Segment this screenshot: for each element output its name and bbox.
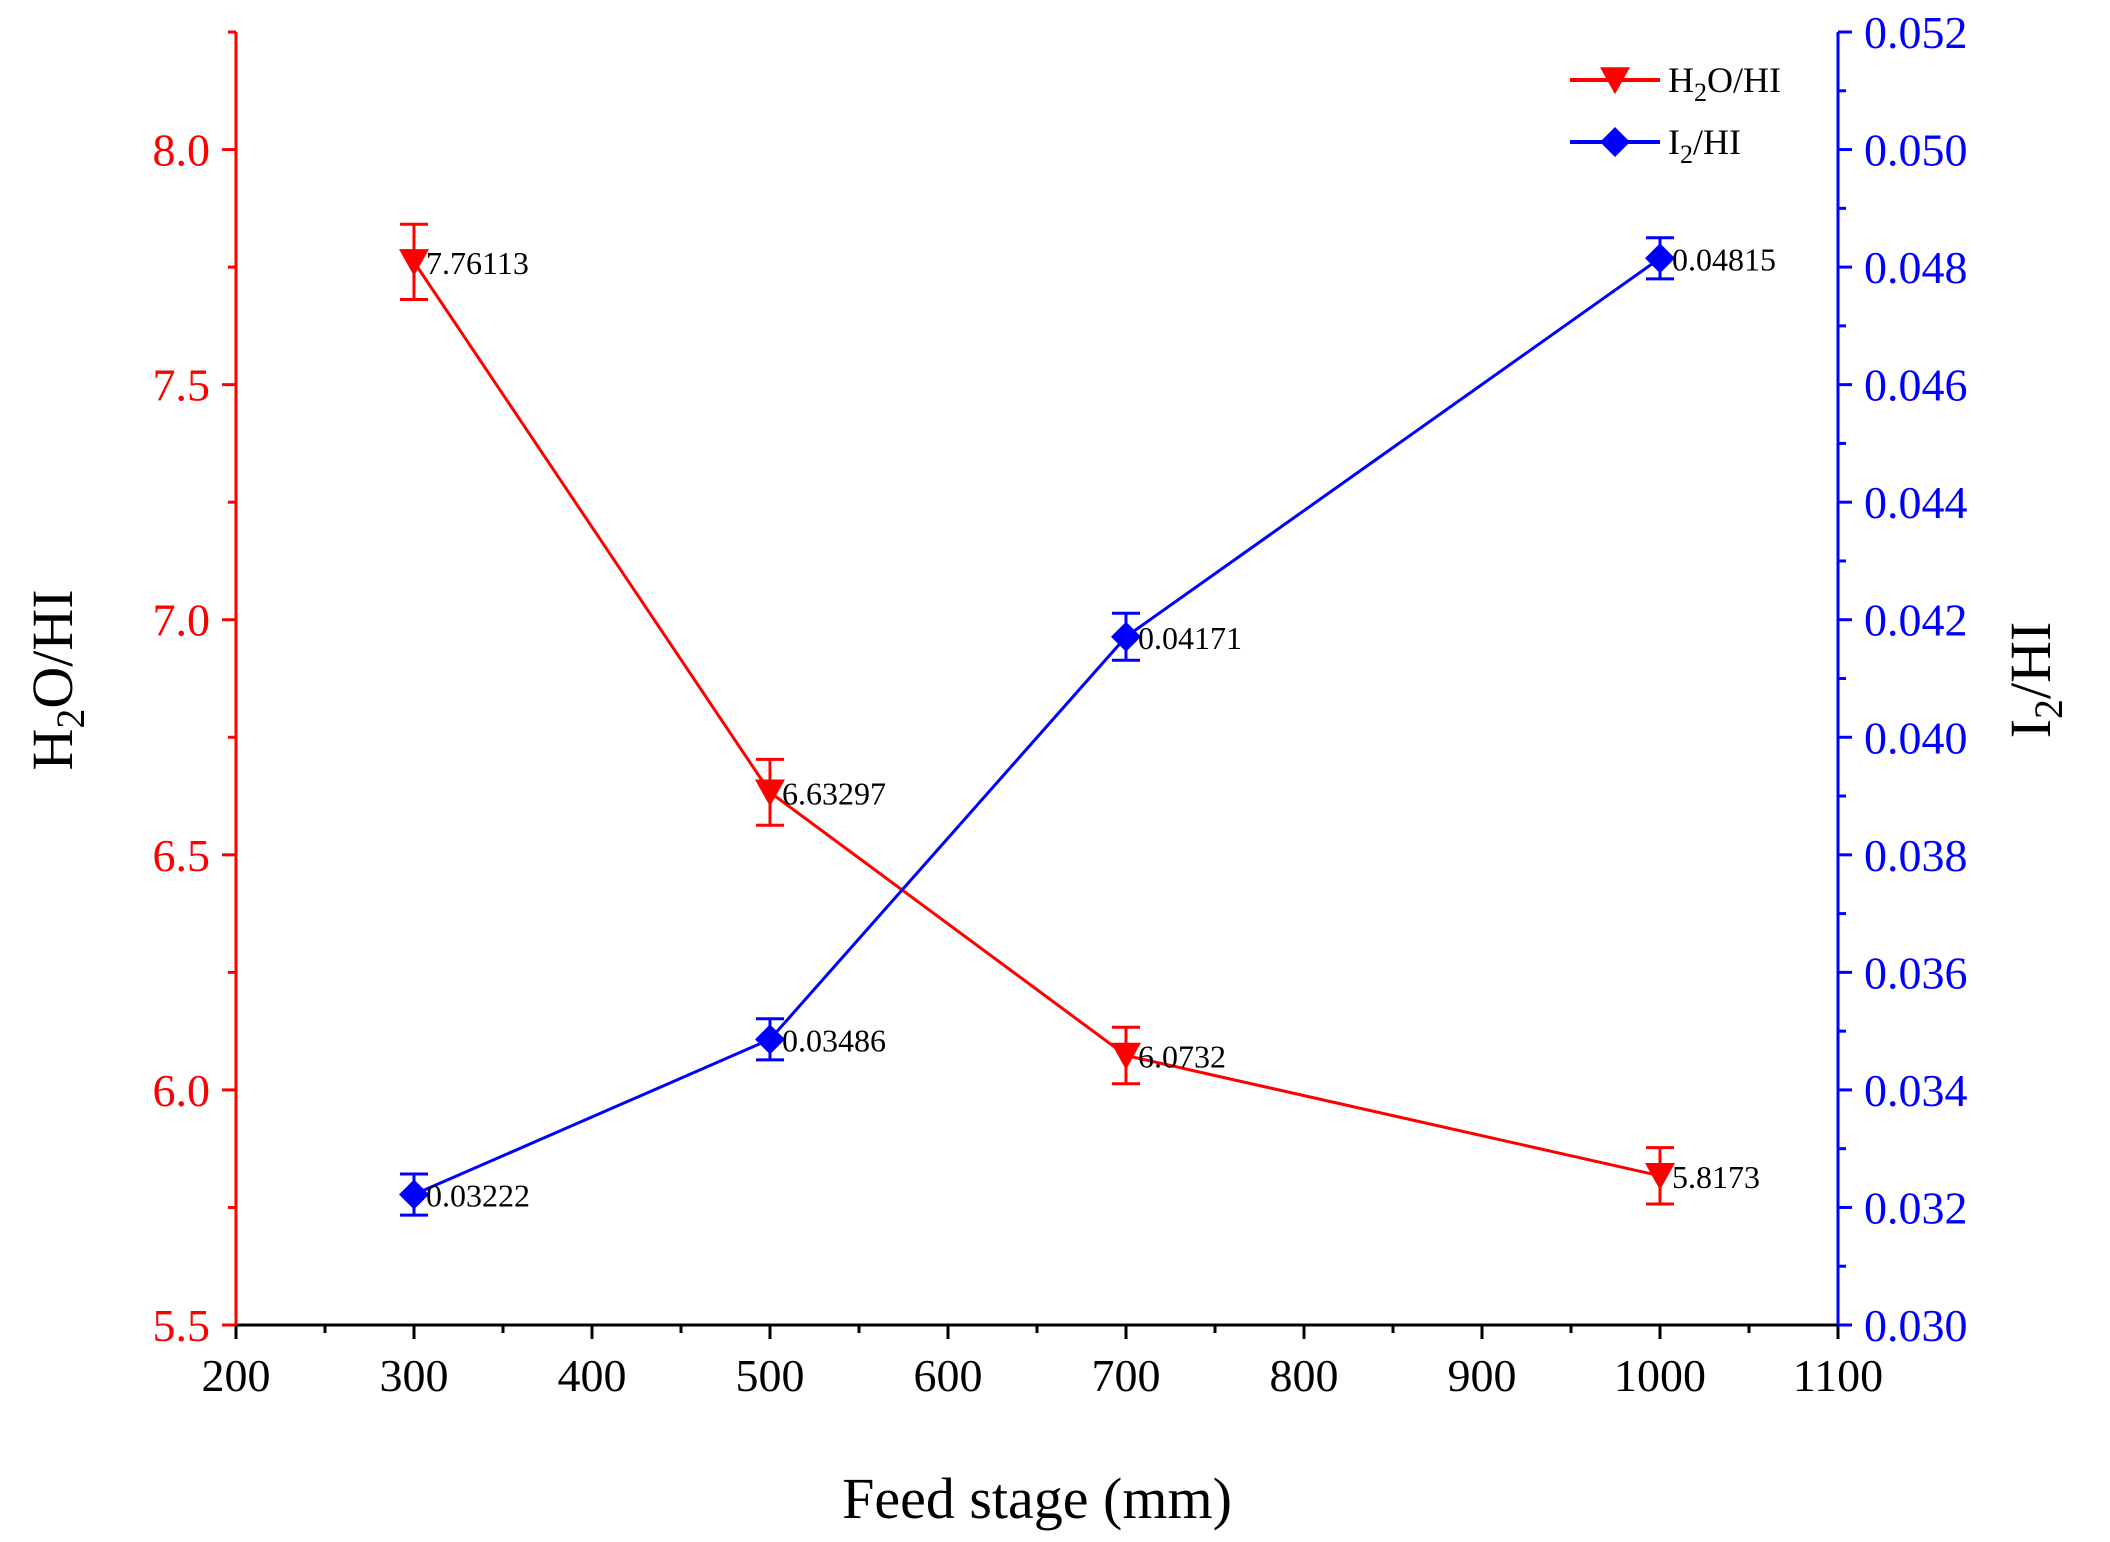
x-tick-label: 700 (1092, 1350, 1161, 1401)
data-label: 0.03222 (426, 1178, 530, 1214)
data-label: 5.8173 (1672, 1159, 1760, 1195)
legend-label: H2O/HI (1668, 60, 1781, 107)
series-line (412, 261, 1661, 1178)
data-point (755, 1024, 785, 1055)
x-tick-label: 500 (736, 1350, 805, 1401)
left-tick-label: 5.5 (153, 1300, 211, 1351)
data-point (1645, 1163, 1675, 1191)
left-tick-label: 7.5 (153, 360, 211, 411)
series-1: 0.03222 0.03486 0.04171 0.04815 (399, 236, 1776, 1217)
left-axis-title: H2O/HI (20, 589, 93, 770)
right-tick-label: 0.030 (1864, 1300, 1968, 1351)
right-tick-label: 0.046 (1864, 360, 1968, 411)
right-axis-title: I2/HI (1998, 622, 2071, 739)
data-label: 6.0732 (1138, 1038, 1226, 1074)
right-tick-label: 0.032 (1864, 1182, 1968, 1233)
data-label: 0.03486 (782, 1022, 886, 1058)
data-point (1111, 1042, 1141, 1070)
data-label: 7.76113 (426, 245, 529, 281)
right-tick-label: 0.052 (1864, 7, 1968, 58)
data-point (399, 1179, 429, 1210)
data-point (755, 779, 785, 807)
x-tick-label: 900 (1448, 1350, 1517, 1401)
data-point (1645, 243, 1675, 274)
right-tick-label: 0.042 (1864, 595, 1968, 646)
legend-marker (1600, 127, 1630, 157)
x-tick-label: 800 (1270, 1350, 1339, 1401)
data-point (399, 249, 429, 277)
x-axis-title: Feed stage (mm) (842, 1466, 1232, 1531)
x-tick-label: 400 (558, 1350, 627, 1401)
right-tick-label: 0.040 (1864, 712, 1968, 763)
right-tick-label: 0.036 (1864, 947, 1968, 998)
x-tick-label: 1000 (1614, 1350, 1706, 1401)
axes: 200 300 400 500 600 700 800 900 1000 1100 5.5 6.0 6.… (20, 7, 2071, 1531)
left-tick-label: 6.0 (153, 1065, 211, 1116)
data-label: 0.04171 (1138, 620, 1242, 656)
x-tick-label: 1100 (1793, 1350, 1883, 1401)
left-tick-label: 7.0 (153, 595, 211, 646)
series-layer: 7.76113 6.63297 6.0732 5.8173 0.03222 0.03486… (399, 222, 1776, 1217)
right-tick-label: 0.048 (1864, 242, 1968, 293)
series-0: 7.76113 6.63297 6.0732 5.8173 (399, 222, 1760, 1206)
right-tick-label: 0.038 (1864, 830, 1968, 881)
left-tick-label: 6.5 (153, 830, 211, 881)
data-point (1111, 621, 1141, 652)
data-label: 6.63297 (782, 775, 886, 811)
series-line (413, 257, 1661, 1196)
right-tick-label: 0.044 (1864, 477, 1968, 528)
x-tick-label: 300 (380, 1350, 449, 1401)
right-tick-label: 0.050 (1864, 125, 1968, 176)
legend-label: I2/HI (1668, 122, 1741, 169)
left-tick-label: 8.0 (153, 125, 211, 176)
data-label: 0.04815 (1672, 241, 1776, 277)
x-tick-label: 600 (914, 1350, 983, 1401)
right-tick-label: 0.034 (1864, 1065, 1968, 1116)
x-tick-label: 200 (202, 1350, 271, 1401)
legend: H2O/HI I2/HI (1570, 60, 1781, 169)
legend-marker (1600, 67, 1630, 95)
